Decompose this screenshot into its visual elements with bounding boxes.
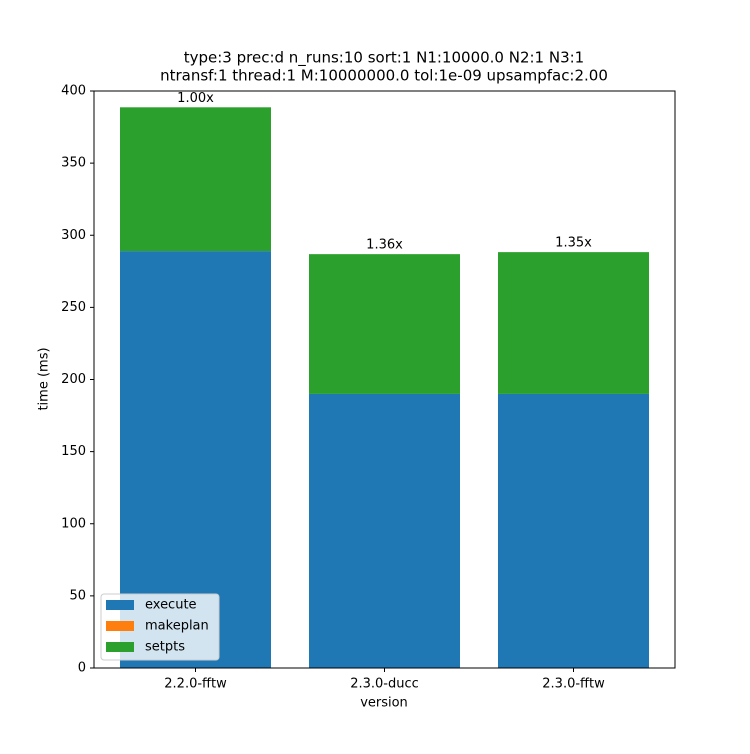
y-tick-label: 350 [61,156,86,171]
bar-annotation: 1.35x [555,236,592,251]
x-tick-label: 2.3.0-fftw [542,677,605,692]
bar-annotation: 1.36x [366,238,403,253]
bar-segment [498,252,649,394]
legend-label: makeplan [145,619,209,634]
bar-segment [309,254,460,394]
y-tick-label: 50 [69,588,86,603]
x-tick-label: 2.3.0-ducc [350,677,419,692]
bar-segment [498,393,649,668]
y-tick-label: 200 [61,372,86,387]
bar-segment [120,107,271,252]
x-axis-label: version [360,696,408,711]
bar-segment [309,393,460,668]
y-tick-label: 400 [61,84,86,99]
axes-frame [93,90,676,669]
bar-annotation: 1.00x [177,91,214,106]
chart-title: type:3 prec:d n_runs:10 sort:1 N1:10000.… [184,49,584,68]
legend-swatch [106,642,134,652]
legend-label: execute [145,598,197,613]
y-tick-label: 300 [61,228,86,243]
legend-swatch [106,621,134,631]
y-tick-label: 250 [61,300,86,315]
x-tick-label: 2.2.0-fftw [164,677,227,692]
chart-title: ntransf:1 thread:1 M:10000000.0 tol:1e-0… [160,67,608,85]
y-tick-label: 100 [61,516,86,531]
y-axis-label: time (ms) [37,347,52,410]
y-tick-label: 150 [61,444,86,459]
legend-swatch [106,600,134,610]
y-tick-label: 0 [78,661,86,676]
legend-label: setpts [145,640,185,655]
